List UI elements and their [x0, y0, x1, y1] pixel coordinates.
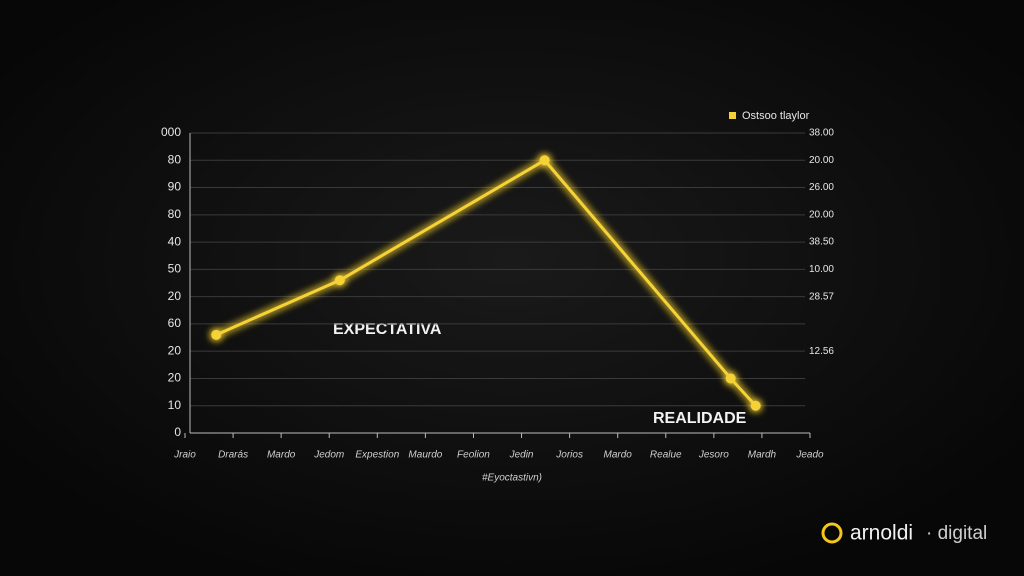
- x-tick-label: Drarás: [218, 450, 248, 461]
- y2-tick-label: 38.00: [809, 128, 834, 139]
- y-tick-label: 000: [161, 125, 181, 139]
- brand-suffix: · digital: [926, 523, 987, 544]
- x-tick-label: Mardo: [267, 450, 296, 461]
- y-tick-label: 10: [168, 398, 182, 412]
- x-tick-label: Jesoro: [698, 450, 729, 461]
- point: [725, 373, 736, 384]
- x-tick-label: Jeado: [795, 450, 824, 461]
- y2-tick-label: 26.00: [809, 182, 834, 193]
- point: [539, 155, 550, 166]
- logo: arnoldi · digital: [821, 522, 987, 545]
- y-tick-label: 0: [174, 425, 181, 439]
- y-tick-label: 40: [168, 234, 182, 248]
- x-axis-label: #Eyoctastivn): [482, 473, 542, 484]
- logo-icon: [821, 522, 843, 544]
- y2-tick-label: 10.00: [809, 264, 834, 275]
- x-tick-label: Feolion: [457, 450, 490, 461]
- y-tick-label: 60: [168, 316, 182, 330]
- x-tick-label: Jorios: [555, 450, 583, 461]
- y-tick-label: 20: [168, 289, 182, 303]
- series: [211, 155, 761, 411]
- annotation: REALIDADE: [653, 410, 747, 427]
- legend-swatch: [729, 112, 736, 119]
- legend-label: Ostsoo tlaylor: [742, 110, 810, 122]
- x-tick-label: Mardh: [748, 450, 777, 461]
- x-tick-label: Mardo: [604, 450, 633, 461]
- y-tick-label: 90: [168, 180, 182, 194]
- x-tick-label: Maurdo: [408, 450, 442, 461]
- y-tick-label: 20: [168, 371, 182, 385]
- point: [334, 275, 345, 286]
- x-tick-label: Jedom: [313, 450, 344, 461]
- y-tick-label: 20: [168, 343, 182, 357]
- y-tick-label: 50: [168, 262, 182, 276]
- x-tick-label: Expestion: [355, 450, 399, 461]
- y-tick-label: 80: [168, 152, 182, 166]
- x-tick-label: Realue: [650, 450, 682, 461]
- y-tick-label: 80: [168, 207, 182, 221]
- annotation: EXPECTATIVA: [333, 321, 442, 338]
- y2-tick-label: 38.50: [809, 237, 834, 248]
- point: [750, 400, 761, 411]
- y2-tick-label: 20.00: [809, 155, 834, 166]
- brand-name: arnoldi: [850, 522, 913, 545]
- y2-tick-label: 12.56: [809, 346, 834, 357]
- y2-tick-label: 20.00: [809, 209, 834, 220]
- point: [211, 329, 222, 340]
- x-tick-label: Jraio: [173, 450, 196, 461]
- y2-tick-label: 28.57: [809, 291, 834, 302]
- x-tick-label: Jedin: [509, 450, 534, 461]
